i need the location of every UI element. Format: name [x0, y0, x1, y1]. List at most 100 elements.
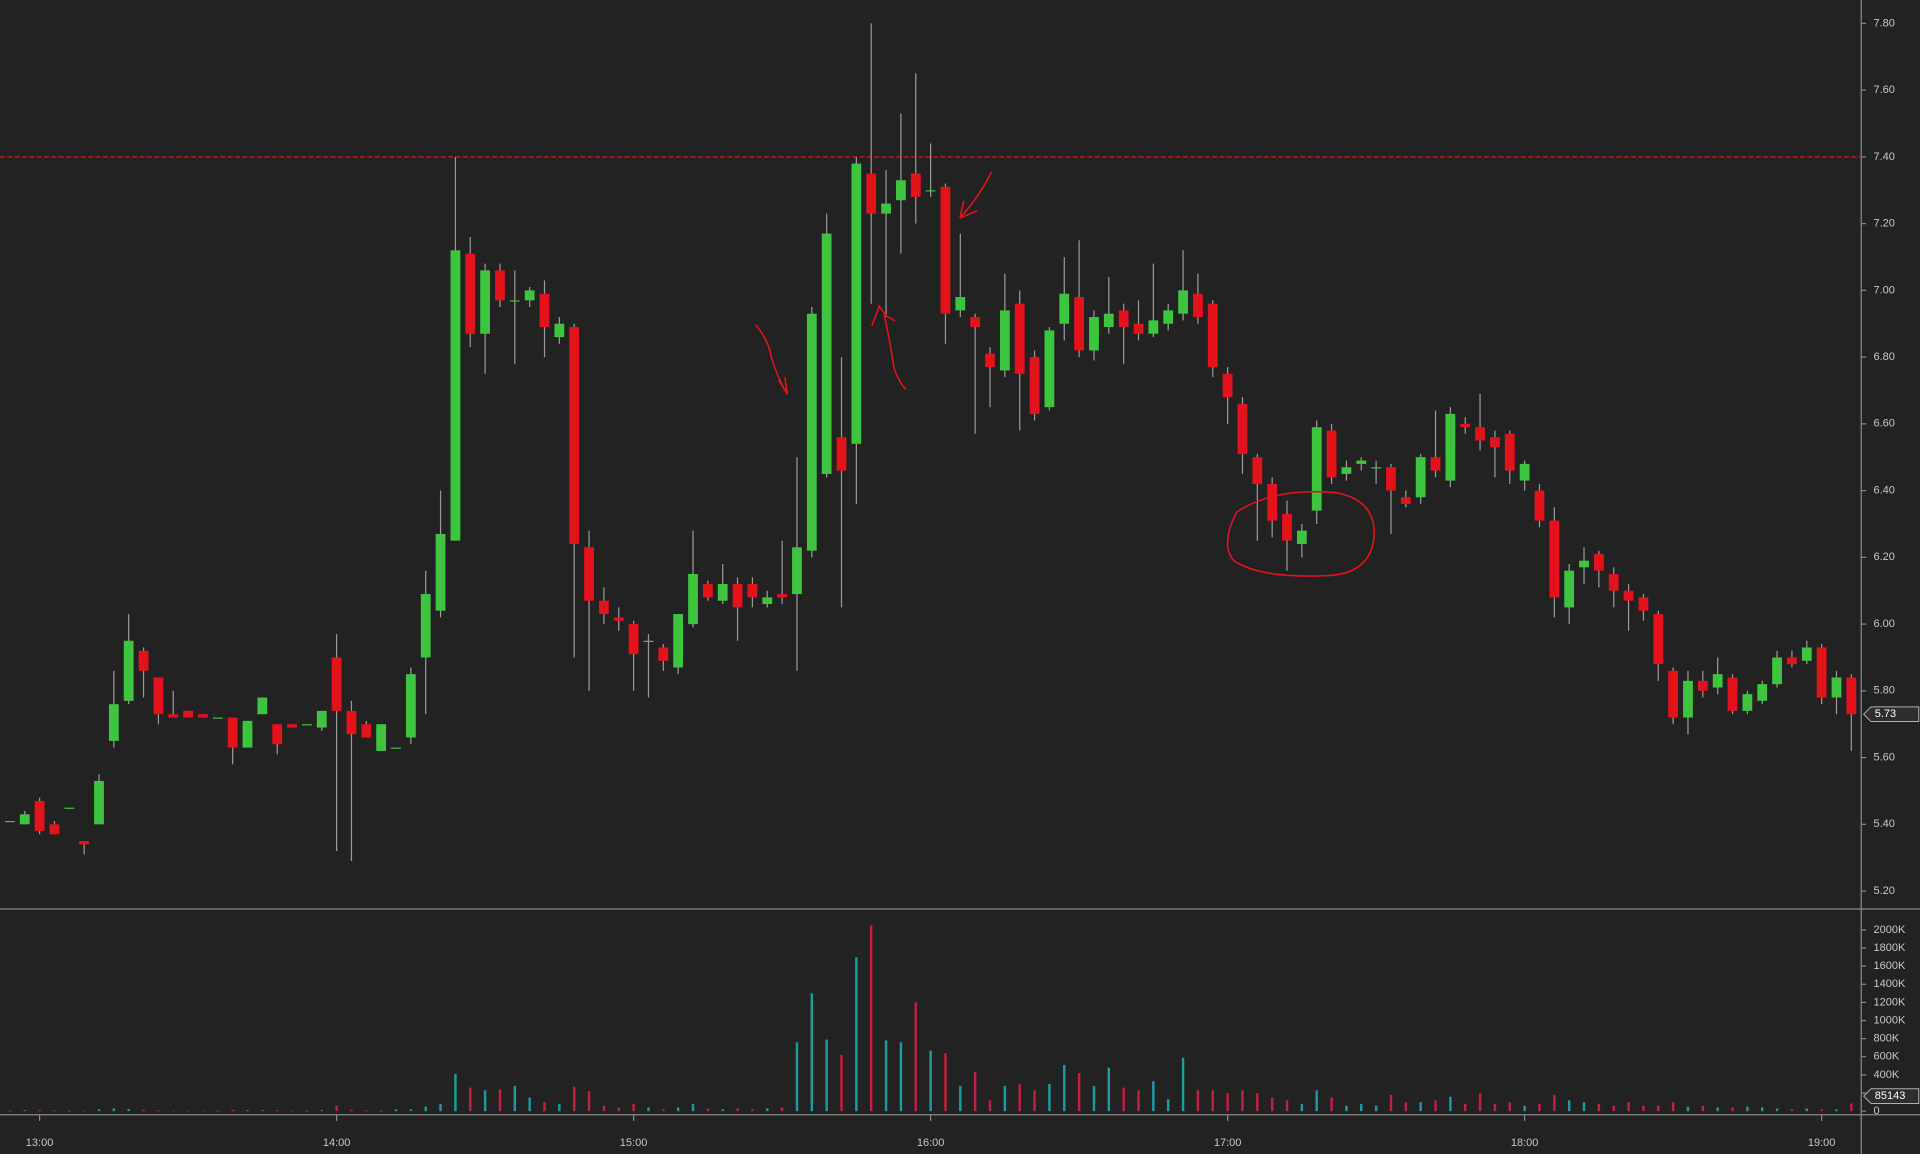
volume-bar	[1256, 1093, 1259, 1112]
volume-bar	[899, 1042, 903, 1112]
volume-bar	[1449, 1096, 1452, 1112]
volume-bar	[691, 1103, 695, 1112]
volume-bar	[766, 1108, 769, 1112]
volume-bar	[1731, 1107, 1734, 1112]
volume-bar	[1404, 1102, 1408, 1112]
candle-body	[79, 841, 90, 845]
candle-body	[1668, 670, 1679, 718]
volume-bar	[350, 1109, 353, 1112]
candle-body	[1430, 457, 1441, 471]
volume-bar	[1850, 1103, 1853, 1112]
candle-body	[1653, 614, 1664, 665]
volume-bar	[1330, 1097, 1333, 1112]
candle-body	[1564, 570, 1575, 608]
candle-body	[420, 594, 431, 658]
volume-bar	[884, 1040, 888, 1112]
volume-bar	[1820, 1109, 1823, 1112]
volume-bar	[810, 993, 814, 1112]
volume-bar	[1107, 1067, 1111, 1112]
volume-bar	[647, 1107, 650, 1112]
volume-bar	[112, 1108, 116, 1112]
volume-bar	[483, 1090, 487, 1112]
y-tick-label: 6.60	[1873, 418, 1894, 430]
volume-bar	[587, 1091, 591, 1112]
candle-body	[1341, 467, 1352, 474]
candle-body	[1059, 293, 1070, 324]
volume-bar	[409, 1109, 413, 1112]
volume-bar	[379, 1110, 383, 1112]
volume-bar	[1374, 1105, 1378, 1112]
candle-body	[376, 724, 387, 751]
y-tick-label: 6.80	[1873, 351, 1894, 363]
marks: 5.20 5.40 5.60 5.80 6.00 6.20 6.40 6.60 6.80 7.00…	[0, 17, 1920, 1149]
volume-bar	[572, 1086, 576, 1112]
candle-body	[346, 710, 357, 735]
volume-tick-label: 1600K	[1873, 960, 1905, 972]
volume-tick-label: 1400K	[1873, 978, 1905, 990]
candle-body	[361, 724, 372, 738]
volume-tick-label: 1800K	[1873, 942, 1905, 954]
volume-bar	[365, 1110, 368, 1112]
volume-bar	[1285, 1100, 1289, 1112]
candle-body	[1638, 597, 1649, 611]
candle-body	[450, 250, 461, 541]
volume-bar	[795, 1042, 799, 1112]
candle-body	[435, 533, 446, 611]
candle-body	[198, 714, 208, 718]
volume-bar	[988, 1100, 992, 1112]
candle-body	[1727, 677, 1738, 711]
volume-bar	[1835, 1109, 1838, 1112]
candle-body	[717, 584, 728, 601]
y-tick-label: 7.40	[1873, 151, 1894, 163]
volume-bar	[751, 1109, 754, 1112]
candle-body	[1044, 330, 1055, 408]
volume-bar	[1181, 1057, 1185, 1112]
candle-body	[108, 704, 119, 741]
candle-body	[1757, 684, 1768, 701]
volume-bar	[1642, 1105, 1645, 1112]
volume-bar	[914, 1002, 917, 1112]
volume-bar	[201, 1110, 205, 1112]
candle-body	[1846, 677, 1857, 715]
x-tick-label: 13:00	[26, 1137, 54, 1149]
volume-bar	[1657, 1105, 1660, 1112]
candle-body	[1178, 290, 1188, 314]
candle-body	[985, 353, 995, 368]
y-tick-label: 6.20	[1873, 551, 1894, 563]
volume-bar	[1122, 1087, 1125, 1112]
volume-bar	[1671, 1102, 1675, 1112]
volume-tick-label: 400K	[1873, 1069, 1899, 1081]
candle-body	[777, 594, 788, 598]
volume-bar	[1775, 1108, 1779, 1112]
volume-bar	[855, 957, 858, 1112]
volume-bar	[1805, 1108, 1808, 1112]
volume-bar	[305, 1110, 309, 1112]
volume-bar	[1686, 1106, 1690, 1112]
candle-body	[1534, 490, 1545, 521]
candle-body	[1772, 657, 1782, 685]
x-tick-label: 19:00	[1808, 1137, 1836, 1149]
candle-body	[1490, 437, 1500, 448]
y-tick-label: 5.20	[1873, 885, 1894, 897]
volume-bar	[1152, 1081, 1155, 1112]
last-price-label: 5.73	[1875, 708, 1896, 720]
candle-body	[1237, 403, 1248, 454]
candle-body	[925, 190, 936, 192]
candle-body	[1549, 520, 1560, 598]
volume-bar	[1538, 1103, 1541, 1112]
volume-bar	[1092, 1085, 1096, 1112]
y-tick-label: 6.40	[1873, 484, 1894, 496]
annotations	[754, 171, 1375, 577]
candle-body	[955, 297, 966, 311]
candle-body	[1326, 430, 1337, 478]
last-price-box	[1862, 706, 1920, 723]
y-tick-label: 5.40	[1873, 818, 1894, 830]
candle-body	[257, 697, 268, 715]
volume-tick-label: 0	[1873, 1105, 1879, 1117]
candle-body	[49, 824, 60, 835]
candle-body	[1103, 313, 1114, 328]
candle-body	[391, 747, 401, 749]
candle-body	[242, 720, 253, 748]
volume-bar	[394, 1109, 398, 1112]
candle-body	[896, 180, 906, 201]
